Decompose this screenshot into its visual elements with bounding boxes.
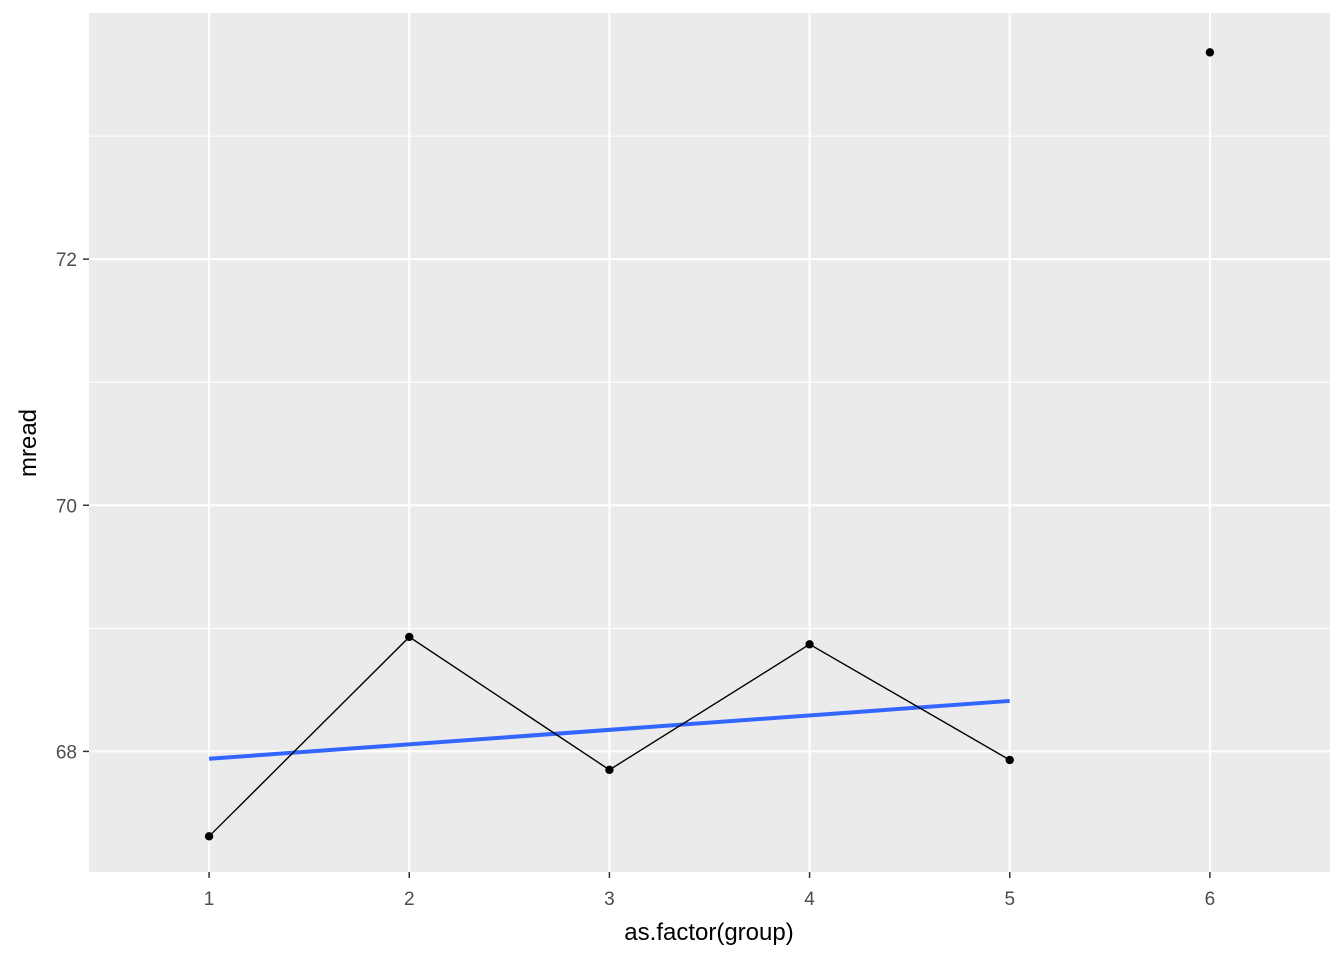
data-point <box>204 832 214 841</box>
y-axis-title: mread <box>15 409 42 477</box>
grid-minor <box>89 135 1330 629</box>
x-tick-label: 6 <box>1205 889 1216 910</box>
y-axis: 68 70 72 <box>56 250 89 763</box>
data-point <box>605 765 614 775</box>
point-layer <box>204 48 1215 841</box>
fit-line <box>208 698 1010 761</box>
y-tick-label: 72 <box>56 250 77 271</box>
fit-layer <box>208 698 1010 761</box>
x-axis: 1 2 3 4 5 6 <box>204 872 1215 910</box>
x-tick-label: 4 <box>804 889 815 910</box>
x-axis-title: as.factor(group) <box>624 919 793 946</box>
y-tick-label: 68 <box>56 742 77 763</box>
panel-background <box>89 13 1330 872</box>
data-point <box>405 632 414 642</box>
x-tick-label: 2 <box>404 889 415 910</box>
y-tick-label: 70 <box>56 496 77 517</box>
data-point <box>1205 48 1215 57</box>
x-tick-label: 5 <box>1004 889 1015 910</box>
x-tick-label: 3 <box>604 889 615 910</box>
x-tick-label: 1 <box>204 889 215 910</box>
data-point <box>805 640 814 649</box>
data-point <box>1005 755 1014 765</box>
